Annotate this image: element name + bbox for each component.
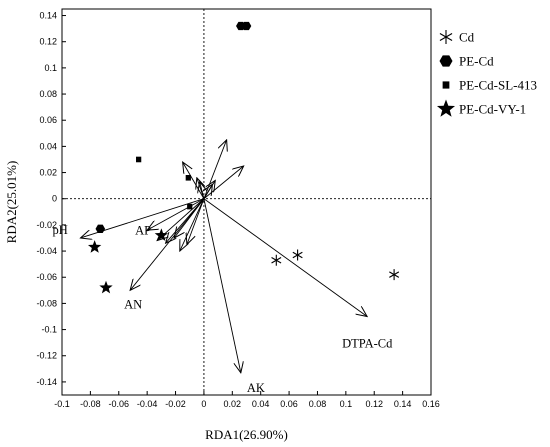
legend-marker-square — [442, 81, 450, 89]
x-tick-label: 0.02 — [224, 399, 242, 409]
vector-arrow — [203, 198, 241, 373]
vector-label: AP — [135, 224, 151, 238]
x-tick-label: -0.08 — [80, 399, 101, 409]
x-tick-label: 0.12 — [365, 399, 383, 409]
legend-label: PE-Cd-SL-413 — [459, 78, 537, 93]
vector-arrow — [203, 198, 367, 317]
y-tick-label: -0.04 — [36, 246, 57, 256]
environment-vectors: pH AP AN DTPA-Cd AK — [52, 140, 393, 395]
plot-frame — [61, 8, 432, 396]
legend-marker-hexagon — [439, 55, 453, 67]
legend-marker-asterisk — [439, 30, 453, 44]
y-tick-label: -0.14 — [36, 377, 57, 387]
x-tick-label: -0.1 — [54, 399, 70, 409]
point-asterisk — [271, 254, 282, 266]
point-hexagon — [241, 21, 252, 31]
y-tick-label: -0.06 — [36, 272, 57, 282]
point-hexagon — [95, 224, 106, 233]
x-tick-label: -0.06 — [109, 399, 130, 409]
point-square — [185, 174, 191, 181]
y-axis-ticks: 0.14 0.12 0.1 0.08 0.06 0.04 0.02 0 -0.02 -0.04 -0… — [36, 11, 66, 387]
vector-label: pH — [52, 223, 67, 237]
point-star — [99, 280, 113, 294]
x-tick-label: 0.04 — [252, 399, 270, 409]
point-asterisk — [389, 269, 400, 281]
x-tick-label: 0.06 — [280, 399, 298, 409]
y-tick-label: -0.1 — [41, 325, 57, 335]
vector-arrow — [166, 198, 205, 243]
vector-label: DTPA-Cd — [342, 336, 393, 350]
legend-label: PE-Cd-VY-1 — [459, 102, 526, 117]
y-tick-label: -0.12 — [36, 351, 57, 361]
point-asterisk-stroke — [389, 271, 400, 278]
x-tick-label: 0.14 — [394, 399, 412, 409]
vector-arrow — [174, 198, 205, 238]
vector-arrow — [147, 198, 205, 230]
y-tick-label: 0.1 — [44, 63, 57, 73]
y-tick-label: 0.02 — [39, 168, 57, 178]
y-tick-label: 0.08 — [39, 89, 57, 99]
point-asterisk-stroke — [271, 257, 282, 264]
plot-border — [61, 8, 432, 396]
y-tick-label: -0.02 — [36, 220, 57, 230]
x-axis-title: RDA1(26.90%) — [205, 427, 288, 442]
point-square — [136, 156, 142, 163]
vector-arrow — [204, 184, 213, 199]
legend-label: PE-Cd — [459, 54, 494, 69]
y-tick-label: -0.08 — [36, 298, 57, 308]
vector-label: AN — [124, 297, 142, 311]
x-tick-label: 0.08 — [309, 399, 327, 409]
y-axis-title: RDA2(25.01%) — [4, 161, 19, 244]
point-asterisk-stroke — [292, 251, 303, 259]
x-axis-ticks: -0.1 -0.08 -0.06 -0.04 -0.02 0 0.02 0.04 0.06 0.0… — [54, 391, 440, 409]
point-star — [154, 228, 168, 242]
y-tick-label: 0 — [52, 194, 57, 204]
y-tick-label: 0.04 — [39, 141, 57, 151]
y-tick-label: 0.14 — [39, 11, 57, 21]
legend: Cd PE-Cd PE-Cd-SL-413 PE-Cd-VY-1 — [436, 30, 537, 117]
legend-marker-star — [436, 99, 456, 117]
vector-arrow — [200, 182, 204, 199]
vector-arrow — [130, 198, 205, 291]
x-tick-label: 0.16 — [422, 399, 440, 409]
x-tick-label: 0 — [201, 399, 206, 409]
vector-arrow — [187, 198, 205, 245]
x-tick-label: -0.04 — [137, 399, 158, 409]
point-star — [87, 240, 102, 253]
y-tick-label: 0.06 — [39, 115, 57, 125]
x-tick-label: -0.02 — [165, 399, 186, 409]
sample-points — [87, 21, 400, 294]
x-tick-label: 0.1 — [340, 399, 353, 409]
point-asterisk — [292, 249, 303, 261]
vector-arrow — [180, 198, 205, 251]
legend-label: Cd — [459, 30, 475, 45]
zero-lines — [62, 9, 431, 395]
y-tick-label: 0.12 — [39, 37, 57, 47]
legend-marker-asterisk-stroke — [439, 33, 453, 41]
point-square — [187, 203, 193, 210]
vector-label: AK — [247, 381, 265, 395]
